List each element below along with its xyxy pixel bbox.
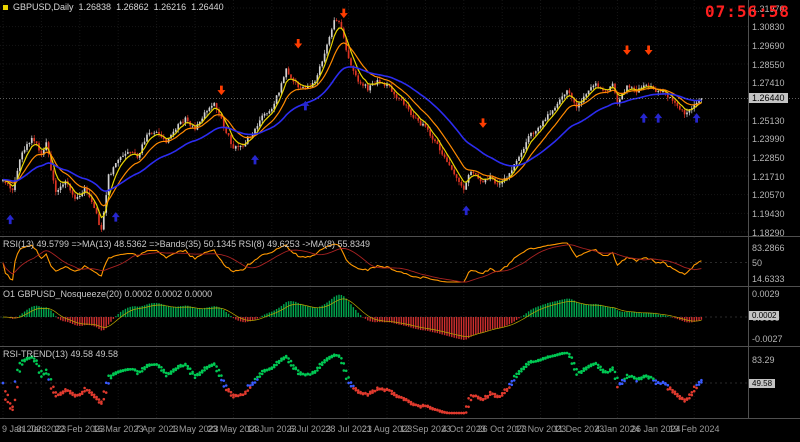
rsi-tick: 50 xyxy=(752,258,763,268)
squeeze-value-tag: 0.0002 xyxy=(749,310,780,320)
signal-arrows xyxy=(6,8,701,225)
date-label: 9 Jan 2023 xyxy=(2,424,47,434)
date-label: 1 May 2023 xyxy=(171,424,219,434)
rsi-tick: 83.2866 xyxy=(752,242,785,253)
price-low: 1.26216 xyxy=(153,2,187,12)
rsi-trend-pane-label: RSI-TREND(13) 49.58 49.58 xyxy=(3,349,119,359)
date-label: 22 Feb 2023 xyxy=(54,424,106,434)
date-label: 28 Jul 2023 xyxy=(325,424,372,434)
rsi-tick: 14.6333 xyxy=(752,274,785,285)
price-tick: 1.25130 xyxy=(752,115,785,126)
rsi-pane-label: RSI(13) 49.5799 =>MA(13) 48.5362 =>Bands… xyxy=(3,239,370,249)
rsi-lines xyxy=(2,242,702,283)
price-tick: 1.19430 xyxy=(752,208,785,219)
price-close: 1.26440 xyxy=(191,2,224,12)
squeeze-histogram xyxy=(2,294,703,340)
price-tick: 1.29690 xyxy=(752,40,785,51)
price-tick: 1.27410 xyxy=(752,78,785,89)
date-label: 26 Oct 2023 xyxy=(477,424,527,434)
symbol-timeframe: GBPUSD,Daily xyxy=(13,2,74,12)
date-label: 21 Aug 2023 xyxy=(361,424,413,434)
date-label: 11 Dec 2023 xyxy=(553,424,605,434)
pane-separator[interactable] xyxy=(0,418,800,419)
date-label: 14 Jun 2023 xyxy=(247,424,297,434)
chart-title: GBPUSD,Daily 1.26838 1.26862 1.26216 1.2… xyxy=(3,2,224,12)
clock-display: 07:56:58 xyxy=(704,2,790,21)
axis-separator xyxy=(748,0,749,419)
price-tick: 1.30830 xyxy=(752,22,785,33)
date-axis[interactable]: 9 Jan 2023 31 Jan 2023 22 Feb 2023 16 Mar 2… xyxy=(0,419,800,442)
trend-tick: 83.29 xyxy=(752,354,775,365)
price-tick: 1.23990 xyxy=(752,134,785,145)
date-label: 17 Nov 2023 xyxy=(515,424,567,434)
pane-separator[interactable] xyxy=(0,346,800,347)
date-label: 19 Feb 2024 xyxy=(668,424,720,434)
squeeze-pane-label: O1 GBPUSD_Nosqueeze(20) 0.0002 0.0002 0.… xyxy=(3,289,213,299)
date-label: 4 Oct 2023 xyxy=(441,424,486,434)
price-tick: 1.31970 xyxy=(752,3,785,14)
date-label: 12 Sep 2023 xyxy=(399,424,451,434)
date-label: 31 Jan 2023 xyxy=(16,424,67,434)
rsi-trend-dots xyxy=(1,351,703,415)
price-tick: 1.28550 xyxy=(752,59,785,70)
date-label: 4 Jan 2024 xyxy=(595,424,640,434)
squeeze-tick: -0.0027 xyxy=(752,334,783,345)
squeeze-signal-line xyxy=(2,298,702,338)
date-label: 26 Jan 2024 xyxy=(631,424,681,434)
trend-value-tag: 49.58 xyxy=(749,378,776,388)
date-label: 16 Mar 2023 xyxy=(92,424,144,434)
price-tick: 1.21710 xyxy=(752,171,785,182)
squeeze-tick: 0.0029 xyxy=(752,289,780,300)
price-tick: 1.18290 xyxy=(752,227,785,238)
price-tick: 1.20570 xyxy=(752,190,785,201)
price-axis[interactable]: 1.31970 1.30830 1.29690 1.28550 1.27410 1.251… xyxy=(748,0,800,419)
pane-separator[interactable] xyxy=(0,236,800,237)
indicator-level-lines xyxy=(0,262,748,384)
symbol-marker-icon xyxy=(3,4,8,10)
date-label: 7 Apr 2023 xyxy=(134,424,179,434)
price-high: 1.26862 xyxy=(116,2,149,12)
pane-separator[interactable] xyxy=(0,286,800,287)
date-label: 6 Jul 2023 xyxy=(289,424,331,434)
price-tick: 1.22850 xyxy=(752,152,785,163)
moving-averages xyxy=(2,27,702,219)
current-price-tag: 1.26440 xyxy=(749,93,788,104)
date-label: 23 May 2023 xyxy=(207,424,260,434)
price-open: 1.26838 xyxy=(78,2,112,12)
grid-lines xyxy=(0,0,748,418)
